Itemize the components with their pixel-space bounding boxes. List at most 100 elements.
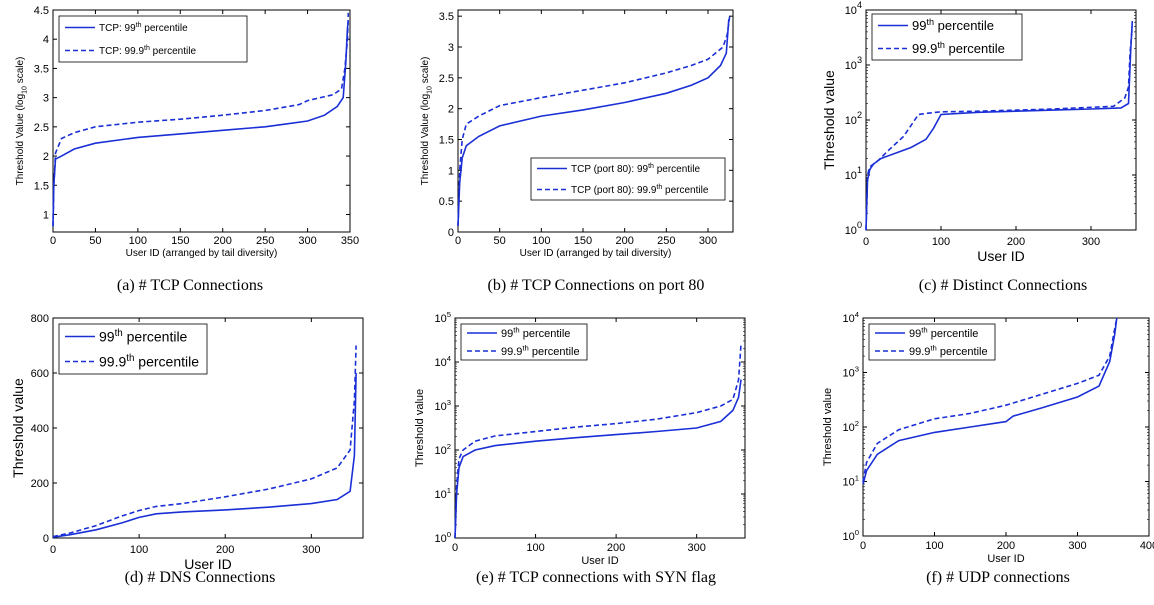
x-tick-label: 200 <box>607 542 625 554</box>
y-tick-label: 101 <box>842 474 859 489</box>
legend-label: 99th percentile <box>912 17 994 33</box>
x-axis-label: User ID <box>977 248 1024 264</box>
legend-label: 99th percentile <box>99 328 188 345</box>
y-tick-label: 101 <box>845 165 862 182</box>
x-tick-label: 300 <box>687 542 705 554</box>
x-tick-label: 300 <box>1082 236 1100 248</box>
legend-box <box>460 323 588 361</box>
y-tick-label: 200 <box>31 478 49 490</box>
legend-label: TCP (port 80): 99th percentile <box>571 163 700 175</box>
x-tick-label: 250 <box>256 235 274 247</box>
chart-panel-a: 0 50 100 150 200 250 300 350 1 1.5 2 2.5 3 3.5 4 4.5 Use… <box>15 5 359 294</box>
series-line-99-9th <box>454 344 742 539</box>
legend: 99th percentile 99.9th percentile <box>868 323 996 361</box>
x-tick-label: 100 <box>925 540 943 552</box>
x-axis-label: User ID <box>184 556 231 572</box>
x-tick-label: 0 <box>452 542 458 554</box>
figure-caption: (a) # TCP Connections <box>117 277 263 294</box>
series-line-99-9th <box>457 16 731 226</box>
y-tick-label: 103 <box>434 398 451 413</box>
y-axis-label: Threshold value <box>821 70 837 170</box>
legend-box <box>871 13 1023 61</box>
chart-panel-d: 0 100 200 300 0 200 400 600 800 User ID Threshold … <box>10 313 364 586</box>
y-tick-label: 0.5 <box>439 196 454 208</box>
y-tick-label: 3.5 <box>439 11 454 23</box>
y-tick-label: 102 <box>434 442 451 457</box>
x-axis-label: User ID (arranged by tail diversity) <box>520 248 672 259</box>
x-tick-label: 100 <box>129 235 147 247</box>
y-tick-label: 0 <box>43 533 49 545</box>
x-tick-label: 200 <box>216 544 234 556</box>
x-tick-label: 100 <box>532 235 550 247</box>
legend-label: 99.9th percentile <box>909 343 988 357</box>
y-tick-label: 100 <box>434 530 451 545</box>
legend-box <box>530 157 726 201</box>
y-tick-label: 1 <box>43 209 49 221</box>
legend-label: TCP: 99th percentile <box>99 22 188 34</box>
legend-label: TCP (port 80): 99.9th percentile <box>571 184 709 196</box>
y-tick-label: 800 <box>31 313 49 325</box>
x-axis-label: User ID <box>581 555 618 567</box>
legend-label: 99th percentile <box>501 325 570 339</box>
x-tick-label: 200 <box>997 540 1015 552</box>
y-tick-label: 103 <box>842 365 859 380</box>
y-tick-label: 100 <box>842 528 859 543</box>
x-tick-label: 0 <box>50 544 56 556</box>
x-axis-label: User ID (arranged by tail diversity) <box>126 248 278 259</box>
x-tick-label: 300 <box>699 235 717 247</box>
x-tick-label: 200 <box>214 235 232 247</box>
y-tick-label: 2 <box>43 151 49 163</box>
legend: 99th percentile 99.9th percentile <box>871 13 1023 61</box>
x-axis-label: User ID <box>987 553 1024 565</box>
figure-caption: (e) # TCP connections with SYN flag <box>476 569 716 586</box>
figure-caption: (f) # UDP connections <box>926 569 1070 586</box>
legend: TCP: 99th percentile TCP: 99.9th percenti… <box>58 15 248 63</box>
y-tick-label: 105 <box>434 310 451 325</box>
x-tick-label: 50 <box>494 235 506 247</box>
x-tick-label: 300 <box>298 235 316 247</box>
x-tick-label: 100 <box>130 544 148 556</box>
y-tick-label: 600 <box>31 368 49 380</box>
y-tick-label: 100 <box>845 220 862 237</box>
y-tick-label: 2.5 <box>439 73 454 85</box>
y-tick-label: 0 <box>448 227 454 239</box>
y-axis-label: Threshold Value (log10 scale) <box>420 57 434 186</box>
y-tick-label: 3 <box>43 93 49 105</box>
chart-panel-f: 0100200300400100101102103104User IDThres… <box>822 310 1154 586</box>
x-tick-label: 150 <box>171 235 189 247</box>
y-tick-label: 104 <box>434 354 451 369</box>
legend-box <box>868 323 996 361</box>
x-tick-label: 0 <box>50 235 56 247</box>
series-line-99th <box>457 19 730 226</box>
x-tick-label: 100 <box>526 542 544 554</box>
legend-label: 99.9th percentile <box>99 353 199 370</box>
series-line-99-9th <box>862 317 1118 482</box>
figure-caption: (d) # DNS Connections <box>125 569 276 586</box>
legend-box <box>58 323 208 375</box>
y-tick-label: 1.5 <box>34 180 49 192</box>
legend-label: 99.9th percentile <box>912 40 1005 56</box>
legend-box <box>58 15 248 63</box>
x-tick-label: 200 <box>615 235 633 247</box>
y-tick-label: 3 <box>448 42 454 54</box>
y-tick-label: 104 <box>842 310 859 325</box>
y-tick-label: 102 <box>842 419 859 434</box>
y-tick-label: 3.5 <box>34 63 49 75</box>
legend-label: 99th percentile <box>909 325 978 339</box>
series-line-99th <box>52 21 350 227</box>
legend-label: 99.9th percentile <box>501 343 580 357</box>
x-tick-label: 200 <box>1007 236 1025 248</box>
series-line-99-9th <box>52 345 357 538</box>
x-tick-label: 150 <box>574 235 592 247</box>
y-tick-label: 1.5 <box>439 135 454 147</box>
legend: 99th percentile 99.9th percentile <box>58 323 208 375</box>
series-line-99-9th <box>865 26 1134 231</box>
chart-panel-b: 0 50 100 150 200 250 300 0 0.5 1 1.5 2 2.5 3 3.5 User I… <box>420 9 734 294</box>
x-tick-label: 300 <box>1068 540 1086 552</box>
x-tick-label: 400 <box>1140 540 1154 552</box>
x-tick-label: 0 <box>860 540 866 552</box>
y-tick-label: 400 <box>31 423 49 435</box>
y-tick-label: 4.5 <box>34 5 49 17</box>
